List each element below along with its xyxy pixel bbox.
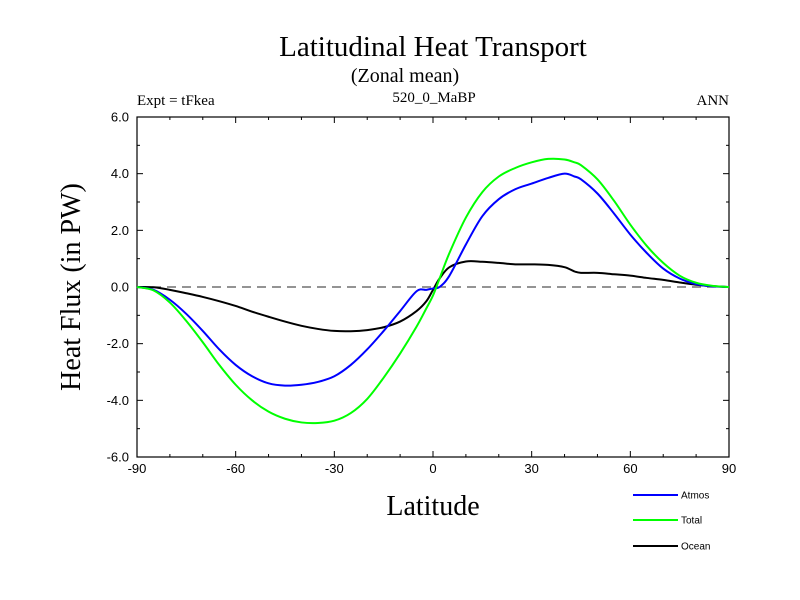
- y-tick-label: 6.0: [111, 110, 129, 125]
- y-axis-label: Heat Flux (in PW): [56, 183, 87, 391]
- legend-label-atmos: Atmos: [681, 491, 709, 502]
- series-line-atmos: [136, 172, 730, 387]
- legend: Atmos Total Ocean: [633, 491, 710, 553]
- legend-label-total: Total: [681, 516, 702, 527]
- legend-label-ocean: Ocean: [681, 542, 710, 553]
- x-tick-label: -30: [325, 461, 344, 476]
- chart-subtitle: (Zonal mean): [351, 65, 459, 87]
- y-tick-label: -2.0: [107, 336, 129, 351]
- x-tick-label: 90: [722, 461, 736, 476]
- series-line-total: [136, 157, 730, 425]
- x-tick-label: -60: [226, 461, 245, 476]
- y-tick-label: 4.0: [111, 166, 129, 181]
- y-tick-label: 2.0: [111, 223, 129, 238]
- period-label: 520_0_MaBP: [392, 90, 475, 106]
- x-axis-ticks: -90 -60 -30 0 30 60 90: [128, 117, 736, 476]
- season-label: ANN: [697, 93, 730, 109]
- x-tick-label: 60: [623, 461, 637, 476]
- y-axis-ticks: 6.0 4.0 2.0 0.0 -2.0 -4.0 -6.0: [107, 110, 729, 465]
- x-axis-label: Latitude: [386, 491, 479, 522]
- y-tick-label: -4.0: [107, 393, 129, 408]
- x-tick-label: -90: [128, 461, 147, 476]
- x-tick-label: 0: [429, 461, 436, 476]
- series-line-ocean: [136, 260, 730, 333]
- chart-title: Latitudinal Heat Transport: [279, 31, 587, 63]
- y-tick-label: 0.0: [111, 280, 129, 295]
- y-tick-label: -6.0: [107, 450, 129, 465]
- experiment-label: Expt = tFkea: [137, 93, 215, 109]
- series-lines: [136, 157, 730, 425]
- x-tick-label: 30: [524, 461, 538, 476]
